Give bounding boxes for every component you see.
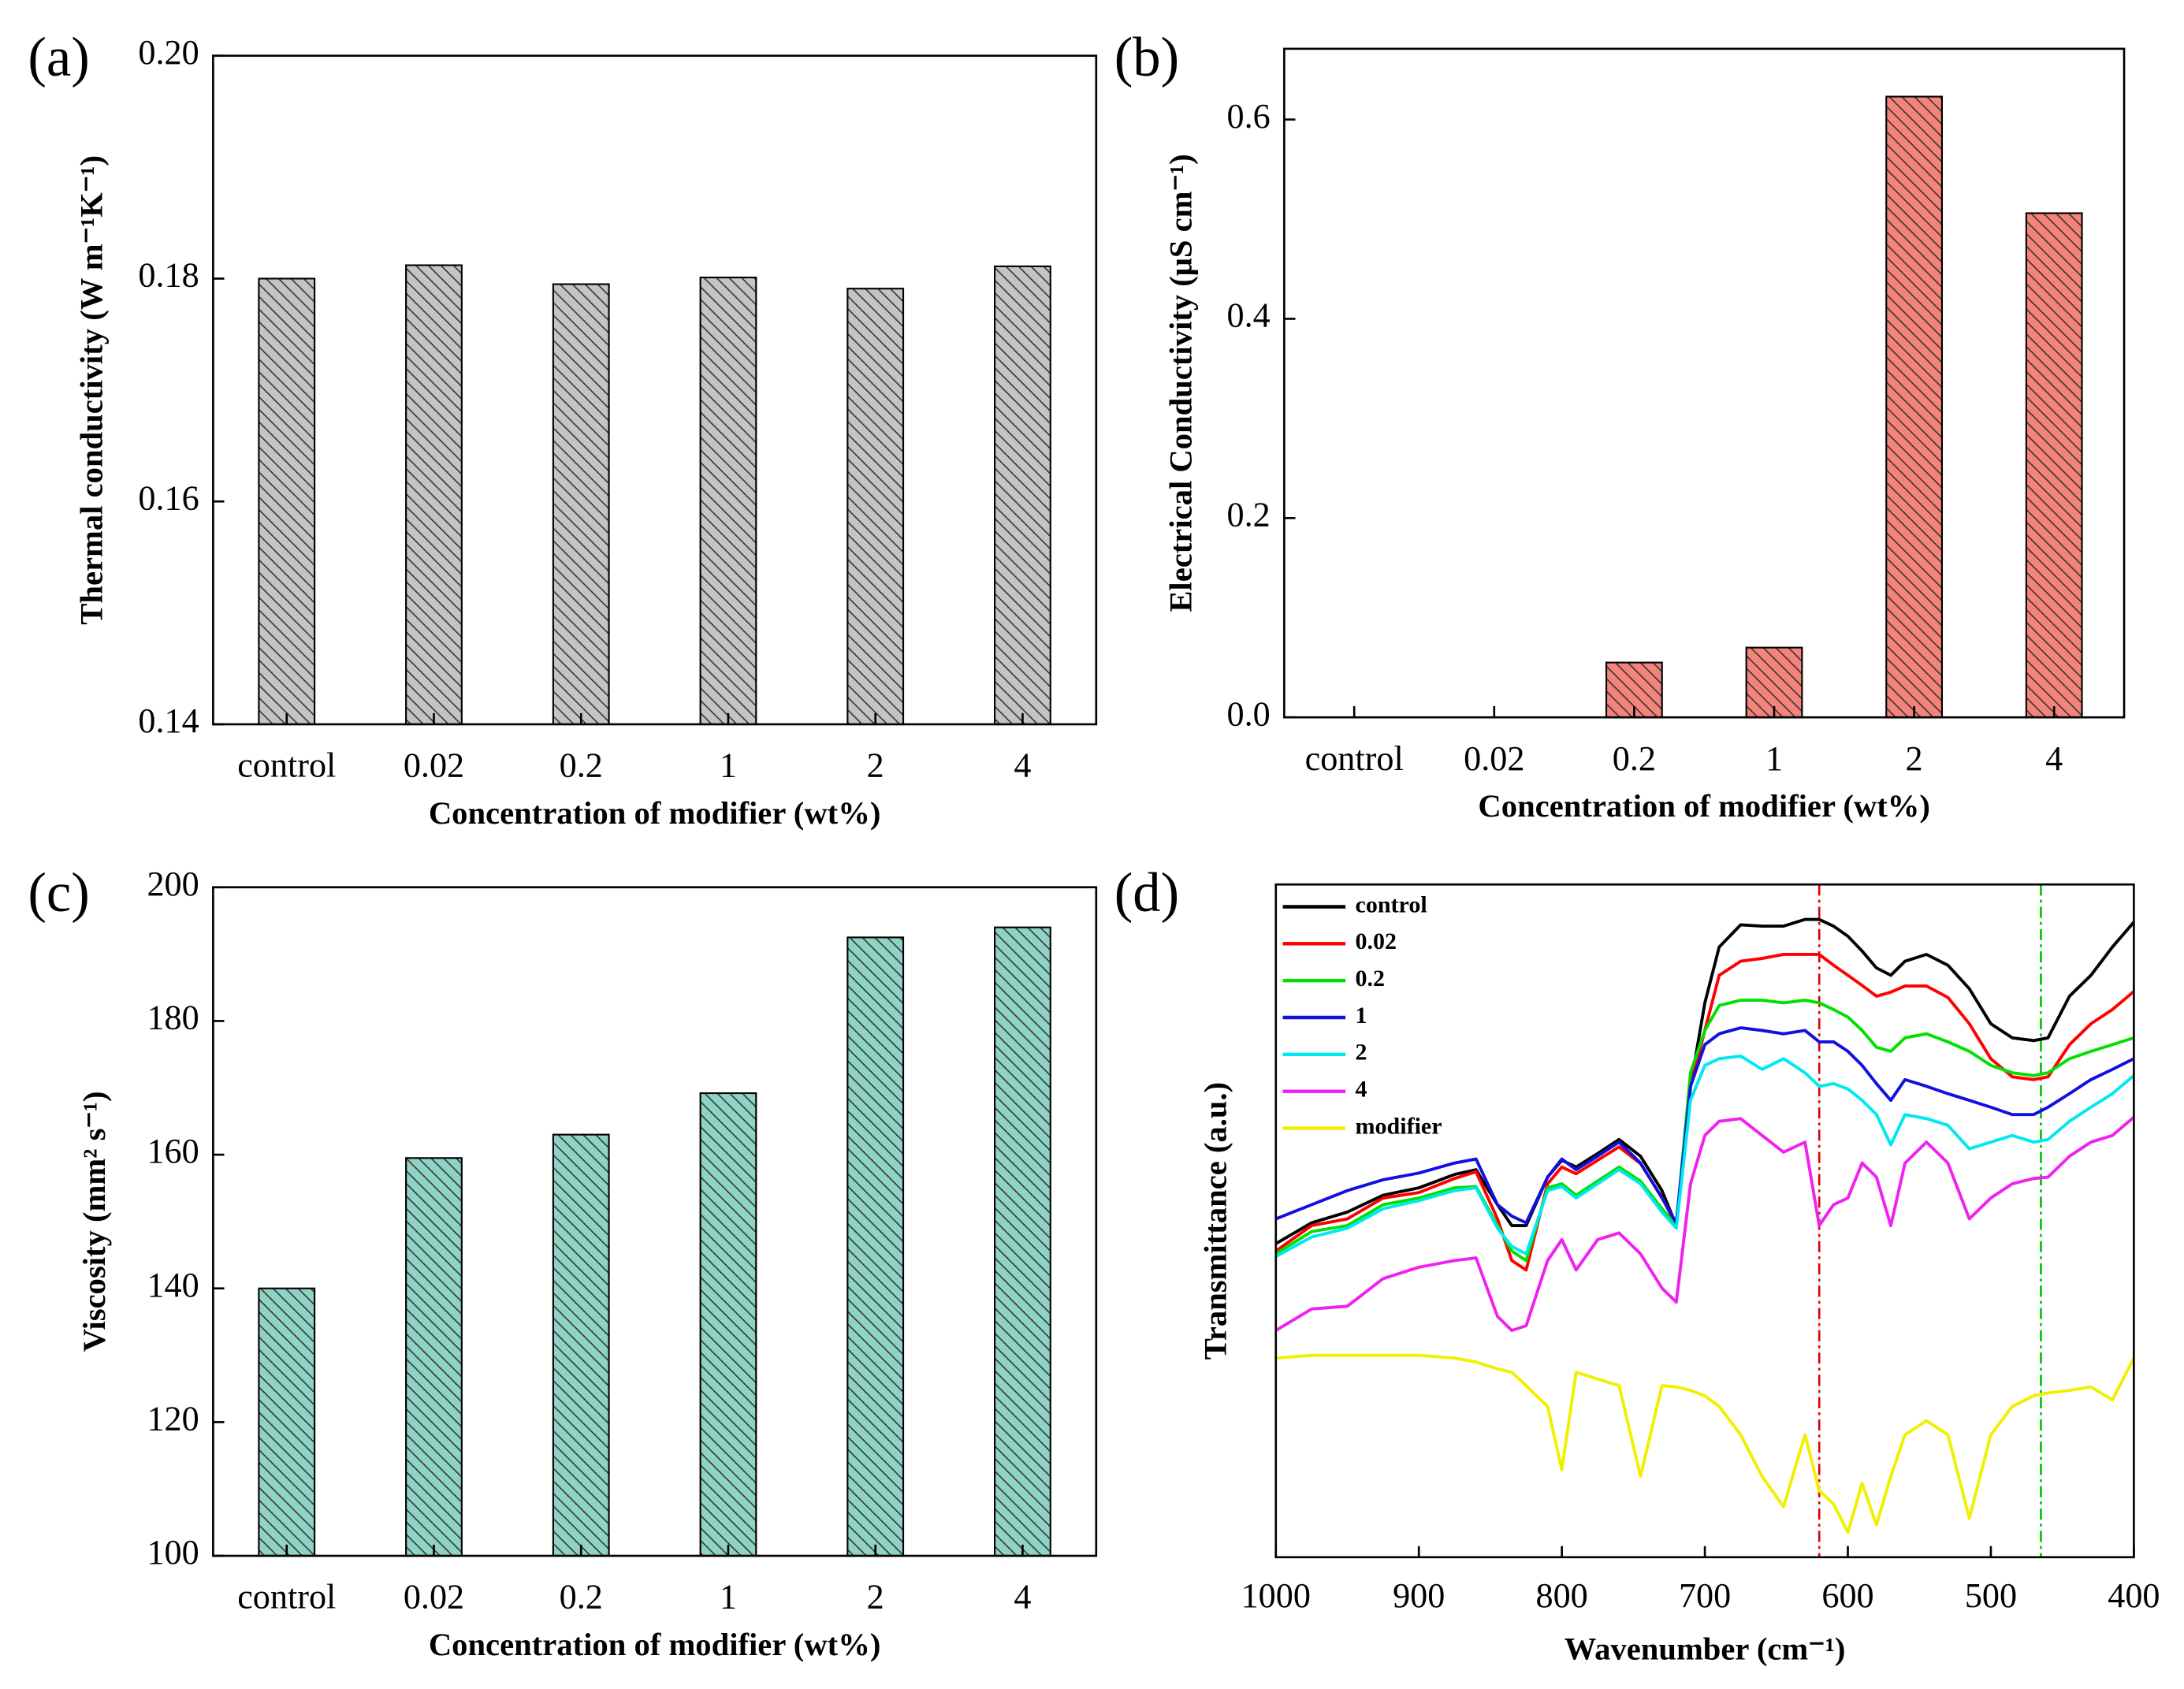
bar (1885, 95, 1944, 719)
x-axis-title: Concentration of modifier (wt%) (1478, 788, 1930, 824)
x-axis-title: Concentration of modifier (wt%) (429, 1627, 881, 1662)
y-tick-label: 0.14 (138, 701, 199, 740)
x-tick-label: control (237, 1578, 336, 1616)
y-axis-title: Thermal conductivity (W m⁻¹K⁻¹) (73, 155, 109, 625)
bar (846, 288, 905, 726)
x-tick-label: 0.02 (404, 746, 464, 785)
bar (2025, 212, 2083, 719)
x-tick-label: 2 (867, 746, 884, 785)
y-tick-label: 0.6 (1226, 97, 1270, 136)
y-tick-label: 120 (147, 1400, 199, 1438)
x-tick-label: 1000 (1241, 1576, 1311, 1615)
series-line (1274, 1116, 2135, 1333)
y-tick-label: 0.4 (1226, 296, 1270, 335)
x-tick-label: 600 (1821, 1576, 1873, 1615)
bar (699, 277, 757, 726)
x-tick-label: 700 (1679, 1576, 1731, 1615)
bar (846, 936, 905, 1557)
y-tick-label: 0.0 (1226, 694, 1270, 733)
x-tick-label: 0.02 (1464, 739, 1524, 778)
plot-frame (1274, 883, 2135, 1559)
x-tick-label: 0.2 (560, 746, 603, 785)
y-tick-label: 160 (147, 1132, 199, 1170)
x-tick-label: 900 (1393, 1576, 1445, 1615)
x-tick-label: control (237, 746, 336, 785)
x-tick-label: 1 (1765, 739, 1783, 778)
x-tick-label: 500 (1965, 1576, 2017, 1615)
x-tick-label: 2 (867, 1578, 884, 1616)
x-tick-label: 4 (1014, 1578, 1031, 1616)
panel-label: (a) (28, 27, 89, 88)
series-line (1274, 952, 2135, 1272)
legend-label: 0.02 (1356, 928, 1397, 954)
bar (405, 264, 463, 726)
y-tick-label: 0.18 (138, 256, 199, 295)
x-tick-label: 2 (1906, 739, 1923, 778)
x-tick-label: 4 (2045, 739, 2063, 778)
series-line (1275, 1353, 2136, 1535)
y-axis-title: Viscosity (mm² s⁻¹) (76, 1091, 112, 1352)
y-tick-label: 180 (147, 999, 199, 1037)
panel-label: (c) (28, 862, 89, 924)
plot-frame (212, 886, 1098, 1557)
legend-label: modifier (1356, 1113, 1442, 1139)
legend-label: 1 (1356, 1003, 1367, 1029)
y-tick-label: 200 (147, 865, 199, 903)
x-tick-label: 1 (720, 1578, 737, 1616)
plot-frame (212, 54, 1098, 726)
x-tick-label: 4 (1014, 746, 1031, 785)
y-tick-label: 0.20 (138, 33, 199, 72)
bar (699, 1092, 757, 1557)
legend-label: 0.2 (1356, 965, 1386, 991)
bar (994, 926, 1051, 1557)
bar (1745, 646, 1803, 719)
series-line (1274, 1054, 2135, 1258)
bar (552, 283, 610, 726)
series-line (1275, 1026, 2135, 1225)
legend-label: 4 (1356, 1077, 1367, 1103)
x-tick-label: 800 (1536, 1576, 1588, 1615)
y-tick-label: 0.2 (1226, 495, 1270, 534)
bar (258, 277, 316, 726)
legend-label: 2 (1356, 1040, 1367, 1066)
x-tick-label: control (1305, 739, 1404, 778)
y-axis-title: Transmittance (a.u.) (1198, 1082, 1233, 1360)
bar (405, 1157, 463, 1557)
x-axis-title: Concentration of modifier (wt%) (429, 795, 881, 831)
y-tick-label: 140 (147, 1266, 199, 1304)
x-tick-label: 1 (720, 746, 737, 785)
bar (258, 1287, 316, 1557)
x-tick-label: 400 (2108, 1576, 2160, 1615)
plot-frame (1283, 47, 2126, 719)
bar (994, 265, 1051, 726)
legend-label: control (1356, 891, 1427, 917)
panel-label: (b) (1114, 27, 1179, 88)
x-axis-title: Wavenumber (cm⁻¹) (1565, 1631, 1846, 1666)
y-axis-title: Electrical Conductivity (μS cm⁻¹) (1163, 154, 1198, 612)
bar (552, 1133, 610, 1557)
x-tick-label: 0.2 (1613, 739, 1656, 778)
panel-label: (d) (1114, 862, 1179, 924)
y-tick-label: 100 (147, 1533, 199, 1572)
x-tick-label: 0.02 (404, 1578, 464, 1616)
x-tick-label: 0.2 (560, 1578, 603, 1616)
y-tick-label: 0.16 (138, 478, 199, 517)
